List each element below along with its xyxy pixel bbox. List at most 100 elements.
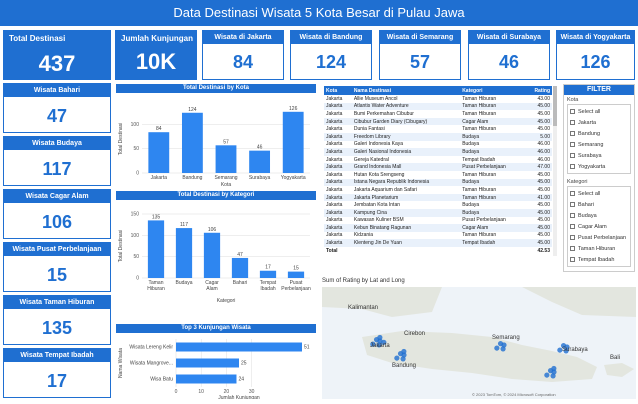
table-row[interactable]: Jakarta Allie Museum Ancol Taman Hiburan 43… [324,95,552,103]
kpi-value: 10K [135,49,177,74]
cell-nama-destinasi: Galeri Indonesia Kaya [353,141,404,148]
map-svg[interactable]: Kalimantan Jakarta Cirebon Semarang Band… [322,287,636,399]
table-row[interactable]: Jakarta Grand Indonesia Mall Pusat Perbela… [324,163,552,171]
table-row[interactable]: Jakarta Istana Negara Republik Indonesia B… [324,178,552,187]
kategori-option-pusat-perbelanjaan[interactable]: Pusat Perbelanjaan [570,232,628,243]
table-row[interactable]: Jakarta Kidzania Taman Hiburan 45.00 [324,232,552,240]
data-label: 135 [152,214,161,220]
checkbox[interactable] [570,131,575,136]
kpi-card-yogyakarta: Wisata di Yogyakarta 126 [556,30,635,80]
table-row[interactable]: Jakarta Kampung Cina Budaya 45.00 [324,208,552,217]
cell-rating: 47.00 [525,163,552,171]
cell-nama-destinasi: Kebun Binatang Ragunan [351,224,461,232]
col-kota[interactable]: Kota [324,86,352,95]
cell-rating: 43.00 [537,95,550,102]
destinasi-table[interactable]: Kota Nama Destinasi Kategori Rating Jaka… [324,86,552,272]
checkbox[interactable] [570,142,575,147]
cell-kota: Jakarta [324,193,352,202]
checkbox[interactable] [570,109,575,114]
kpi-value: 47 [46,106,68,126]
option-label: Budaya [578,212,597,219]
col-nama-destinasi[interactable]: Nama Destinasi [351,86,461,95]
cell-kategori: Taman Hiburan [460,102,526,111]
kpi-label: Wisata di Jakarta [203,31,283,44]
cell-kategori: Tempat Ibadah [462,156,496,163]
table-row[interactable]: Jakarta Klenteng Jin De Yuan Tempat Ibadah… [324,239,552,247]
checkbox[interactable] [570,257,575,262]
x-tick-label: Bandung [182,175,202,181]
table-header-row: Kota Nama Destinasi Kategori Rating [324,86,552,95]
cell-kota: Jakarta [326,156,343,163]
cell-kota: Jakarta [326,95,343,102]
cell-rating: 45.00 [537,232,550,239]
table-row[interactable]: Jakarta Kawasan Kuliner BSM Pusat Perbelan… [324,217,552,225]
checkbox[interactable] [570,202,575,207]
map-point [370,341,376,347]
table-row[interactable]: Jakarta Gereja Katedral Tempat Ibadah 46.00 [324,156,552,164]
checkbox[interactable] [570,153,575,158]
table-row[interactable]: Jakarta Atlantis Water Adventure Taman Hib… [324,102,552,111]
x-tick-label: Surabaya [249,175,271,181]
kota-option-surabaya[interactable]: Surabaya [570,150,628,161]
map-point [494,345,500,351]
table-row[interactable]: Jakarta Freedom Library Budaya 5.00 [324,132,552,141]
kpi-value: 84 [232,52,254,72]
kategori-option-tempat-ibadah[interactable]: Tempat Ibadah [570,254,628,265]
x-tick-label: 20 [224,389,230,395]
checkbox[interactable] [570,164,575,169]
map-point [500,346,506,352]
checkbox[interactable] [570,120,575,125]
cell-rating: 45.00 [537,110,550,117]
table-scrollbar[interactable] [553,86,557,256]
kategori-option-select-all[interactable]: Select all [570,188,628,199]
chart-title: Top 3 Kunjungan Wisata [116,324,316,333]
cell-kota: Jakarta [326,202,343,209]
table-row[interactable]: Jakarta Bumi Perkemahan Cibubur Taman Hibu… [324,110,552,118]
col-rating[interactable]: Rating [525,86,552,95]
table-row[interactable]: Jakarta Cibubur Garden Diary (Cibugary) Ca… [324,117,552,126]
x-axis-label: Kota [221,182,232,188]
cell-rating: 45.00 [537,171,550,178]
table-row[interactable]: Jakarta Jakarta Aquarium dan Safari Taman … [324,186,552,194]
kategori-option-cagar-alam[interactable]: Cagar Alam [570,221,628,232]
table-row[interactable]: Jakarta Galeri Indonesia Kaya Budaya 46.00 [324,141,552,149]
kategori-option-budaya[interactable]: Budaya [570,210,628,221]
checkbox[interactable] [570,246,575,251]
table-row[interactable]: Jakarta Hutan Kota Srengseng Taman Hiburan… [324,171,552,179]
table-row[interactable]: Jakarta Jakarta Planetarium Taman Hiburan 4… [324,193,552,202]
option-label: Pusat Perbelanjaan [578,234,627,241]
col-kategori[interactable]: Kategori [460,86,526,95]
cell-nama-destinasi: Cibubur Garden Diary (Cibugary) [351,117,461,126]
checkbox[interactable] [570,191,575,196]
cell-kategori: Taman Hiburan [460,193,526,202]
checkbox[interactable] [570,224,575,229]
table-row[interactable]: Jakarta Jembatan Kota Intan Budaya 45.00 [324,201,552,209]
table-row[interactable]: Jakarta Dunia Fantasi Taman Hiburan 45.00 [324,125,552,133]
map-visual[interactable]: Kalimantan Jakarta Cirebon Semarang Band… [322,287,636,399]
kota-option-jakarta[interactable]: Jakarta [570,117,628,128]
table-row[interactable]: Jakarta Galeri Nasional Indonesia Budaya 46… [324,148,552,156]
kategori-option-bahari[interactable]: Bahari [570,199,628,210]
cell-kategori: Taman Hiburan [462,186,497,193]
data-label: 106 [208,227,217,233]
kpi-label: Wisata Bahari [4,84,110,97]
cell-kategori: Taman Hiburan [462,232,497,239]
kota-option-yogyakarta[interactable]: Yogyakarta [570,161,628,172]
bar-kategori-4 [259,270,277,278]
kota-option-select-all[interactable]: Select all [570,106,628,117]
kpi-label: Wisata di Surabaya [469,31,549,44]
map-label-bali: Bali [610,355,620,361]
kota-option-semarang[interactable]: Semarang [570,139,628,150]
checkbox[interactable] [570,235,575,240]
table-row[interactable]: Jakarta Kebun Binatang Ragunan Cagar Alam 4… [324,224,552,232]
x-tick-label: Perbelanjaan [281,286,311,292]
kpi-card-tempat-ibadah: Wisata Tempat Ibadah 17 [3,348,111,398]
kategori-option-taman-hiburan[interactable]: Taman Hiburan [570,243,628,254]
cell-kategori: Budaya [460,132,526,141]
kpi-label: Wisata di Bandung [291,31,371,44]
kpi-value: 57 [409,52,431,72]
kota-option-bandung[interactable]: Bandung [570,128,628,139]
kpi-card-pusat-perbelanjaan: Wisata Pusat Perbelanjaan 15 [3,242,111,292]
map-label-jakarta: Jakarta [370,343,390,349]
checkbox[interactable] [570,213,575,218]
